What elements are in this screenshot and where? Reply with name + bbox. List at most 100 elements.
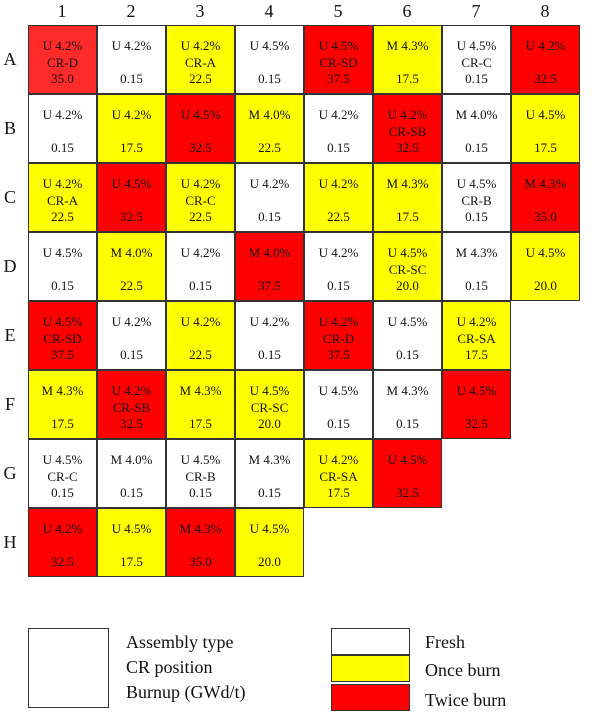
- burnup-value: 20.0: [258, 416, 281, 431]
- row-header-G: G: [3, 463, 17, 483]
- burnup-value: 0.15: [51, 485, 74, 500]
- burnup-value: 35.0: [51, 71, 74, 86]
- legend-swatch-twice-burn: [331, 684, 410, 711]
- burnup-value: 0.15: [396, 416, 419, 431]
- burnup-value: 20.0: [534, 278, 557, 293]
- assembly-type: U 4.5%: [387, 245, 428, 260]
- burnup-value: 0.15: [465, 209, 488, 224]
- assembly-type: U 4.5%: [111, 176, 152, 191]
- burnup-value: 0.15: [465, 71, 488, 86]
- assembly-type: U 4.2%: [249, 314, 290, 329]
- assembly-type: U 4.5%: [456, 38, 497, 53]
- assembly-cell-H3: M 4.3% 35.0: [166, 508, 235, 577]
- assembly-cell-H2: U 4.5% 17.5: [97, 508, 166, 577]
- assembly-cell-D2: M 4.0% 22.5: [97, 232, 166, 301]
- burnup-value: 32.5: [189, 140, 212, 155]
- assembly-type: U 4.2%: [456, 314, 497, 329]
- cr-position: CR-SA: [319, 469, 358, 484]
- assembly-type: U 4.5%: [387, 452, 428, 467]
- row-header-D: D: [3, 256, 17, 276]
- burnup-value: 0.15: [258, 209, 281, 224]
- cr-position: CR-SB: [112, 400, 151, 415]
- assembly-cell-B6: U 4.2% CR-SB 32.5: [373, 94, 442, 163]
- burnup-value: 32.5: [120, 416, 143, 431]
- assembly-type: U 4.2%: [42, 176, 83, 191]
- burnup-value: 0.15: [396, 347, 419, 362]
- assembly-type: U 4.2%: [111, 107, 152, 122]
- legend-label-fresh: Fresh: [425, 632, 465, 652]
- column-header-2: 2: [126, 1, 136, 21]
- assembly-cell-G4: M 4.3% 0.15: [235, 439, 304, 508]
- assembly-cell-F5: U 4.5% 0.15: [304, 370, 373, 439]
- burnup-value: 32.5: [465, 416, 488, 431]
- assembly-cell-C6: M 4.3% 17.5: [373, 163, 442, 232]
- burnup-value: 37.5: [258, 278, 281, 293]
- assembly-type: U 4.2%: [42, 38, 83, 53]
- burnup-value: 17.5: [51, 416, 74, 431]
- assembly-type: M 4.3%: [41, 383, 84, 398]
- legend-burnup-label: Burnup (GWd/t): [126, 682, 246, 702]
- assembly-type: M 4.3%: [179, 521, 222, 536]
- assembly-type: U 4.5%: [180, 107, 221, 122]
- assembly-cell-E1: U 4.5% CR-SD 37.5: [28, 301, 97, 370]
- assembly-cell-F3: M 4.3% 17.5: [166, 370, 235, 439]
- assembly-type: M 4.3%: [179, 383, 222, 398]
- assembly-cell-C5: U 4.2% 22.5: [304, 163, 373, 232]
- burnup-value: 37.5: [327, 347, 350, 362]
- assembly-type: U 4.2%: [111, 383, 152, 398]
- assembly-type: M 4.3%: [248, 452, 291, 467]
- assembly-type: U 4.2%: [42, 521, 83, 536]
- assembly-type: M 4.3%: [386, 383, 429, 398]
- burnup-value: 32.5: [120, 209, 143, 224]
- row-header-F: F: [4, 394, 15, 414]
- burnup-value: 22.5: [189, 71, 212, 86]
- assembly-type: U 4.2%: [318, 452, 359, 467]
- assembly-type: U 4.2%: [180, 176, 221, 191]
- burnup-value: 22.5: [189, 209, 212, 224]
- assembly-cell-G6: U 4.5% 32.5: [373, 439, 442, 508]
- assembly-cell-F6: M 4.3% 0.15: [373, 370, 442, 439]
- cr-position: CR-SD: [319, 55, 358, 70]
- burnup-value: 37.5: [51, 347, 74, 362]
- assembly-type: U 4.2%: [180, 314, 221, 329]
- burnup-value: 17.5: [327, 485, 350, 500]
- legend-swatch-fresh: [331, 628, 410, 655]
- burnup-value: 32.5: [534, 71, 557, 86]
- burnup-value: 17.5: [465, 347, 488, 362]
- assembly-type: M 4.0%: [110, 245, 153, 260]
- assembly-cell-G3: U 4.5% CR-B 0.15: [166, 439, 235, 508]
- assembly-type: U 4.5%: [456, 383, 497, 398]
- cr-position: CR-C: [185, 193, 216, 208]
- assembly-cell-D8: U 4.5% 20.0: [511, 232, 580, 301]
- row-header-B: B: [3, 118, 16, 138]
- assembly-type: U 4.5%: [111, 521, 152, 536]
- assembly-type: M 4.3%: [524, 176, 567, 191]
- cr-position: CR-B: [461, 193, 492, 208]
- burnup-value: 32.5: [51, 554, 74, 569]
- row-header-A: A: [3, 49, 17, 69]
- assembly-cell-E4: U 4.2% 0.15: [235, 301, 304, 370]
- assembly-type: U 4.2%: [42, 107, 83, 122]
- assembly-cell-A8: U 4.2% 32.5: [511, 25, 580, 94]
- assembly-cell-C8: M 4.3% 35.0: [511, 163, 580, 232]
- assembly-cell-D3: U 4.2% 0.15: [166, 232, 235, 301]
- assembly-cell-A6: M 4.3% 17.5: [373, 25, 442, 94]
- assembly-cell-C1: U 4.2% CR-A 22.5: [28, 163, 97, 232]
- assembly-type: U 4.5%: [456, 176, 497, 191]
- assembly-cell-C2: U 4.5% 32.5: [97, 163, 166, 232]
- legend-label-once-burn: Once burn: [425, 660, 501, 680]
- burnup-value: 0.15: [258, 347, 281, 362]
- column-header-8: 8: [540, 1, 550, 21]
- burnup-value: 22.5: [258, 140, 281, 155]
- burnup-value: 0.15: [258, 71, 281, 86]
- assembly-type: U 4.2%: [318, 176, 359, 191]
- assembly-type: M 4.3%: [455, 245, 498, 260]
- assembly-cell-E3: U 4.2% 22.5: [166, 301, 235, 370]
- burnup-value: 0.15: [120, 71, 143, 86]
- row-header-C: C: [3, 187, 16, 207]
- cr-position: CR-SB: [388, 124, 427, 139]
- burnup-value: 0.15: [327, 278, 350, 293]
- assembly-cell-D5: U 4.2% 0.15: [304, 232, 373, 301]
- assembly-cell-B7: M 4.0% 0.15: [442, 94, 511, 163]
- legend-assembly-type-label: Assembly type: [126, 632, 234, 652]
